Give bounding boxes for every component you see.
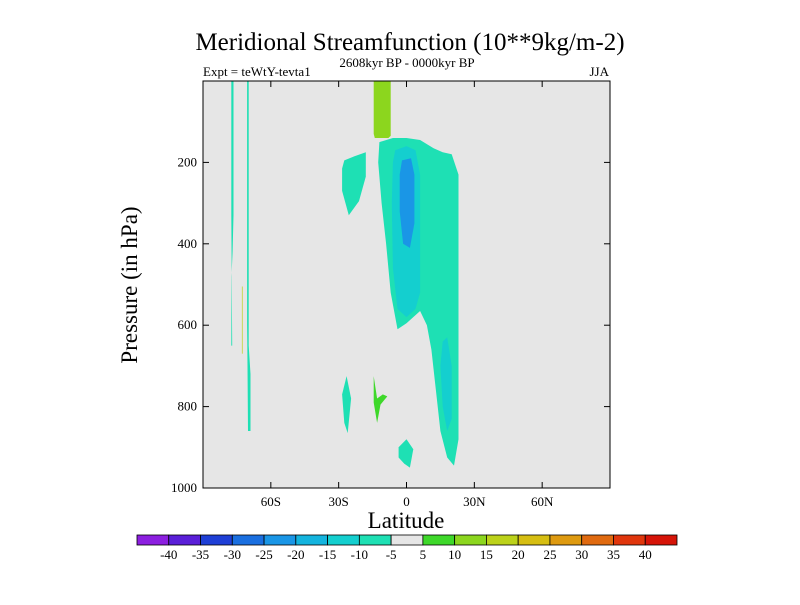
- chart-title: Meridional Streamfunction (10**9kg/m-2): [195, 29, 624, 56]
- x-tick-label: 30S: [329, 494, 349, 509]
- colorbar-label: 5: [420, 547, 427, 562]
- contour-region-5: [398, 439, 414, 468]
- colorbar-label: 10: [448, 547, 461, 562]
- colorbar-label: 35: [607, 547, 620, 562]
- colorbar-box: [231, 534, 265, 546]
- colorbar-box: [549, 534, 583, 546]
- x-tick-label: 0: [403, 494, 410, 509]
- experiment-label: Expt = teWtY-tevta1: [203, 64, 311, 79]
- y-tick-label: 800: [178, 399, 198, 414]
- colorbar-box: [327, 534, 360, 546]
- y-axis-ticks: 200 400 600 800 1000: [171, 154, 610, 495]
- colorbar-box: [422, 534, 456, 546]
- colorbar-box: [581, 534, 614, 546]
- y-tick-label: 400: [178, 236, 198, 251]
- colorbar-label: -40: [160, 547, 177, 562]
- colorbar-label: -30: [224, 547, 241, 562]
- colorbar-box: [644, 534, 678, 546]
- contour-region-9: [373, 81, 391, 138]
- colorbar-box: [263, 534, 297, 546]
- y-tick-label: 1000: [171, 480, 197, 495]
- colorbar-box: [390, 534, 424, 546]
- colorbar-label: -15: [319, 547, 336, 562]
- contour-region-3: [342, 376, 352, 434]
- colorbar-box: [136, 534, 170, 546]
- x-axis-label: Latitude: [368, 508, 445, 533]
- colorbar-label: 20: [512, 547, 525, 562]
- colorbar-label: 15: [480, 547, 493, 562]
- colorbar-box: [486, 534, 519, 546]
- colorbar-label: -35: [192, 547, 209, 562]
- x-axis-ticks: 60S 30S 0 30N 60N: [261, 81, 554, 509]
- colorbar-box: [613, 534, 646, 546]
- y-axis-label: Pressure (in hPa): [117, 206, 142, 363]
- colorbar-box: [168, 534, 201, 546]
- colorbar-label: 25: [543, 547, 556, 562]
- colorbar-box: [454, 534, 487, 546]
- x-tick-label: 60N: [531, 494, 554, 509]
- contour-region-11: [241, 286, 243, 354]
- colorbar-box: [358, 534, 392, 546]
- colorbar-label: 40: [639, 547, 652, 562]
- contour-region-2: [342, 152, 366, 216]
- x-tick-label: 60S: [261, 494, 281, 509]
- contour-region-7: [440, 337, 452, 431]
- contour-regions: [231, 81, 459, 468]
- colorbar-label: -25: [255, 547, 272, 562]
- colorbar-box: [200, 534, 233, 546]
- colorbar-box: [517, 534, 551, 546]
- season-label: JJA: [589, 64, 609, 79]
- y-tick-label: 200: [178, 154, 198, 169]
- colorbar-label: -10: [351, 547, 368, 562]
- y-tick-label: 600: [178, 317, 198, 332]
- x-tick-label: 30N: [463, 494, 486, 509]
- colorbar: -40 -35 -30 -25 -20 -15 -10 -5 5 10 15 20 25 30 35 40: [136, 534, 678, 562]
- colorbar-box: [295, 534, 328, 546]
- contour-region-1: [247, 81, 251, 431]
- colorbar-label: 30: [575, 547, 588, 562]
- colorbar-label: -20: [287, 547, 304, 562]
- colorbar-label: -5: [386, 547, 397, 562]
- contour-region-0: [231, 81, 234, 346]
- chart-subtitle: 2608kyr BP - 0000kyr BP: [339, 55, 474, 70]
- contour-region-8: [399, 158, 415, 248]
- contour-region-10: [373, 376, 388, 423]
